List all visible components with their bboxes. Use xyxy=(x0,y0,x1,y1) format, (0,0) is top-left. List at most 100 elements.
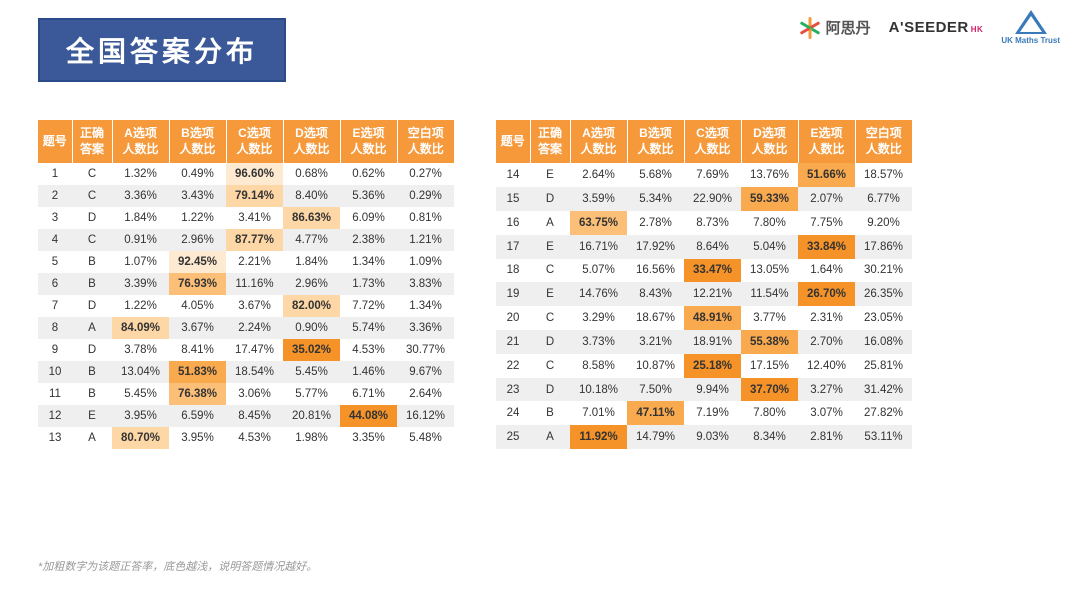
table-cell: 8.43% xyxy=(627,282,684,306)
table-cell: 1.09% xyxy=(397,251,454,273)
table-cell: 6.77% xyxy=(855,187,912,211)
table-cell: 3.06% xyxy=(226,383,283,405)
table-cell: 15 xyxy=(496,187,530,211)
table-cell: 8.58% xyxy=(570,354,627,378)
table-cell: C xyxy=(530,259,570,283)
table-row: 3D1.84%1.22%3.41%86.63%6.09%0.81% xyxy=(38,207,454,229)
table-cell: 3.77% xyxy=(741,306,798,330)
table-cell: B xyxy=(72,251,112,273)
table-cell: 5.74% xyxy=(340,317,397,339)
table-cell: E xyxy=(72,405,112,427)
table-row: 9D3.78%8.41%17.47%35.02%4.53%30.77% xyxy=(38,339,454,361)
table-cell: A xyxy=(530,211,570,235)
table-cell: 5.34% xyxy=(627,187,684,211)
table-cell: 5.07% xyxy=(570,259,627,283)
table-cell: D xyxy=(530,330,570,354)
table-cell: 1.34% xyxy=(340,251,397,273)
table-cell: 16.12% xyxy=(397,405,454,427)
table-cell: 3.07% xyxy=(798,401,855,425)
table-cell: 1.22% xyxy=(112,295,169,317)
table-row: 12E3.95%6.59%8.45%20.81%44.08%16.12% xyxy=(38,405,454,427)
table-cell: 5.36% xyxy=(340,185,397,207)
table-cell: 96.60% xyxy=(226,163,283,185)
table-cell: 82.00% xyxy=(283,295,340,317)
table-cell: 51.83% xyxy=(169,361,226,383)
table-cell: 86.63% xyxy=(283,207,340,229)
table-cell: 20 xyxy=(496,306,530,330)
table-cell: E xyxy=(530,163,570,187)
table-cell: B xyxy=(72,383,112,405)
table-cell: 1.84% xyxy=(112,207,169,229)
table-cell: 17.86% xyxy=(855,235,912,259)
table-cell: 17.15% xyxy=(741,354,798,378)
table-header: 题号 xyxy=(38,120,72,163)
table-cell: 2.38% xyxy=(340,229,397,251)
table-cell: 5.48% xyxy=(397,427,454,449)
table-row: 7D1.22%4.05%3.67%82.00%7.72%1.34% xyxy=(38,295,454,317)
table-cell: 18.91% xyxy=(684,330,741,354)
table-cell: 26.35% xyxy=(855,282,912,306)
table-cell: 21 xyxy=(496,330,530,354)
table-cell: 0.62% xyxy=(340,163,397,185)
table-cell: 8 xyxy=(38,317,72,339)
table-cell: 5.77% xyxy=(283,383,340,405)
table-cell: A xyxy=(72,427,112,449)
table-row: 11B5.45%76.38%3.06%5.77%6.71%2.64% xyxy=(38,383,454,405)
table-row: 23D10.18%7.50%9.94%37.70%3.27%31.42% xyxy=(496,378,912,402)
table-cell: 1.22% xyxy=(169,207,226,229)
table-cell: 3.36% xyxy=(112,185,169,207)
table-row: 25A11.92%14.79%9.03%8.34%2.81%53.11% xyxy=(496,425,912,449)
table-cell: 2.78% xyxy=(627,211,684,235)
table-cell: 18 xyxy=(496,259,530,283)
table-cell: 8.64% xyxy=(684,235,741,259)
table-cell: D xyxy=(530,187,570,211)
table-cell: 59.33% xyxy=(741,187,798,211)
table-cell: 37.70% xyxy=(741,378,798,402)
table-cell: 3.43% xyxy=(169,185,226,207)
table-cell: C xyxy=(530,306,570,330)
table-cell: 44.08% xyxy=(340,405,397,427)
table-cell: 3.41% xyxy=(226,207,283,229)
table-cell: 0.27% xyxy=(397,163,454,185)
table-cell: 7.19% xyxy=(684,401,741,425)
table-row: 2C3.36%3.43%79.14%8.40%5.36%0.29% xyxy=(38,185,454,207)
table-cell: 51.66% xyxy=(798,163,855,187)
logo-seeder: A'SEEDERHK xyxy=(889,19,984,36)
table-cell: 9.94% xyxy=(684,378,741,402)
table-cell: 3.78% xyxy=(112,339,169,361)
table-cell: 22 xyxy=(496,354,530,378)
table-cell: 10.87% xyxy=(627,354,684,378)
table-cell: 11.16% xyxy=(226,273,283,295)
table-cell: 8.40% xyxy=(283,185,340,207)
table-cell: 4.05% xyxy=(169,295,226,317)
table-cell: E xyxy=(530,282,570,306)
table-cell: 11 xyxy=(38,383,72,405)
table-cell: 12.40% xyxy=(798,354,855,378)
table-cell: 23.05% xyxy=(855,306,912,330)
table-cell: 10 xyxy=(38,361,72,383)
logo-ukmt-text: UK Maths Trust xyxy=(1001,36,1060,45)
table-cell: 9.20% xyxy=(855,211,912,235)
table-cell: 11.54% xyxy=(741,282,798,306)
table-row: 5B1.07%92.45%2.21%1.84%1.34%1.09% xyxy=(38,251,454,273)
table-header: 正确答案 xyxy=(72,120,112,163)
table-cell: C xyxy=(72,185,112,207)
table-cell: 22.90% xyxy=(684,187,741,211)
table-cell: 2.07% xyxy=(798,187,855,211)
table-cell: 14 xyxy=(496,163,530,187)
table-cell: 5 xyxy=(38,251,72,273)
table-cell: A xyxy=(72,317,112,339)
table-header: 题号 xyxy=(496,120,530,163)
table-row: 15D3.59%5.34%22.90%59.33%2.07%6.77% xyxy=(496,187,912,211)
table-cell: 48.91% xyxy=(684,306,741,330)
table-row: 13A80.70%3.95%4.53%1.98%3.35%5.48% xyxy=(38,427,454,449)
footnote-text: *加粗数字为该题正答率，底色越浅，说明答题情况越好。 xyxy=(38,558,317,574)
table-cell: 7.75% xyxy=(798,211,855,235)
table-cell: 25.18% xyxy=(684,354,741,378)
table-row: 22C8.58%10.87%25.18%17.15%12.40%25.81% xyxy=(496,354,912,378)
table-cell: D xyxy=(72,339,112,361)
table-cell: 1.84% xyxy=(283,251,340,273)
table-cell: 76.38% xyxy=(169,383,226,405)
table-cell: 3.36% xyxy=(397,317,454,339)
table-cell: 0.49% xyxy=(169,163,226,185)
